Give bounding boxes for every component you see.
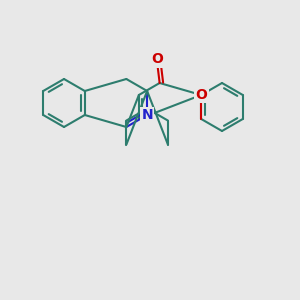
Text: O: O — [195, 88, 207, 102]
Text: O: O — [151, 52, 163, 66]
Text: N: N — [141, 108, 153, 122]
